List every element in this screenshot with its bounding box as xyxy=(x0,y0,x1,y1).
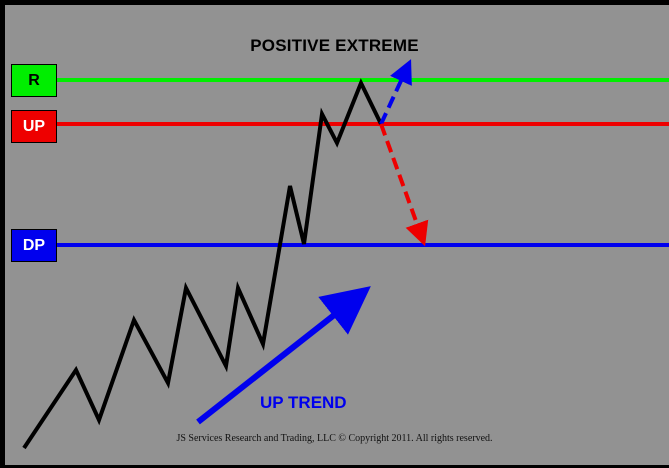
up-trend-label: UP TREND xyxy=(260,393,347,412)
price-line xyxy=(22,78,383,450)
up-trend-arrow xyxy=(196,286,371,425)
level-label-r-text: R xyxy=(28,71,40,89)
diagram-title: POSITIVE EXTREME xyxy=(250,36,419,55)
breakout-arrow xyxy=(379,59,412,125)
level-label-dp: DP xyxy=(11,229,57,262)
reversal-arrow xyxy=(379,123,429,247)
level-label-up: UP xyxy=(11,110,57,143)
level-label-up-text: UP xyxy=(22,117,46,135)
level-label-r: R xyxy=(11,64,57,97)
copyright-notice: JS Services Research and Trading, LLC © … xyxy=(176,433,493,444)
level-label-dp-text: DP xyxy=(22,236,46,254)
